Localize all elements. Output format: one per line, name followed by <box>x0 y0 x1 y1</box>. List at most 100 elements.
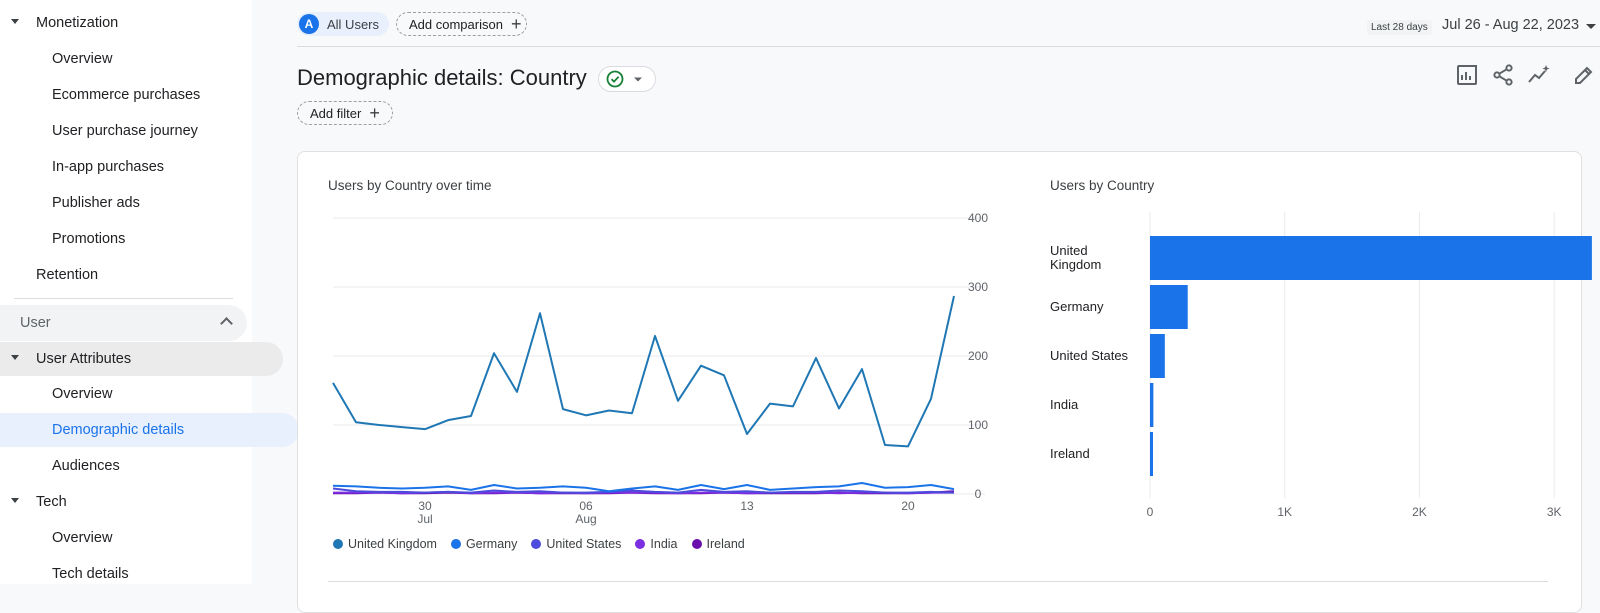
y-tick-label: 0 <box>975 487 982 501</box>
bar-germany <box>1150 285 1188 329</box>
nav-label: Overview <box>52 530 113 546</box>
legend-item[interactable]: United Kingdom <box>333 537 437 551</box>
nav-label: Ecommerce purchases <box>52 87 201 103</box>
nav-user-overview[interactable]: Overview <box>0 377 112 411</box>
check-circle-icon <box>606 70 642 88</box>
category-label: United States <box>1050 348 1129 363</box>
date-range-selector[interactable]: Jul 26 - Aug 22, 2023 <box>1442 17 1580 33</box>
category-label: Ireland <box>1050 446 1090 461</box>
nav-section-user[interactable]: User <box>0 305 247 341</box>
nav-label: Tech <box>36 494 67 510</box>
category-label: Kingdom <box>1050 257 1101 272</box>
insights-icon[interactable] <box>1527 63 1551 87</box>
y-tick-label: 300 <box>968 280 988 294</box>
nav-label: User purchase journey <box>52 123 198 139</box>
nav-ecommerce-purchases[interactable]: Ecommerce purchases <box>0 78 200 112</box>
legend-swatch <box>450 539 461 549</box>
series-line-united-kingdom <box>332 295 955 448</box>
add-filter-button[interactable]: Add filter + <box>297 101 393 125</box>
segment-avatar: A <box>299 14 319 34</box>
legend-swatch <box>531 539 542 549</box>
legend-label: India <box>650 537 678 551</box>
bar-india <box>1150 383 1154 427</box>
card-divider <box>328 581 1548 582</box>
nav-monetization[interactable]: Monetization <box>0 6 118 40</box>
report-status-button[interactable] <box>598 66 656 92</box>
x-tick-label: 20 <box>901 499 915 513</box>
segment-label: All Users <box>327 16 380 32</box>
category-label: United <box>1050 243 1088 258</box>
add-comparison-label: Add comparison <box>409 16 503 32</box>
category-label: Germany <box>1050 299 1104 314</box>
nav-in-app-purchases[interactable]: In-app purchases <box>0 150 164 184</box>
legend-item[interactable]: Germany <box>450 537 517 551</box>
header-divider <box>297 46 1600 47</box>
x-tick-label: 13 <box>740 499 754 513</box>
nav-demographic-details[interactable]: Demographic details <box>0 413 299 447</box>
bar-united-states <box>1150 334 1165 378</box>
page-title: Demographic details: Country <box>297 65 587 90</box>
nav-label: Promotions <box>52 231 126 247</box>
share-icon[interactable] <box>1491 63 1515 87</box>
left-sidebar: Monetization Overview Ecommerce purchase… <box>0 0 299 584</box>
nav-retention[interactable]: Retention <box>0 258 98 292</box>
x-tick-label: Aug <box>575 512 596 526</box>
edit-icon[interactable] <box>1572 63 1596 87</box>
nav-label: Retention <box>36 267 99 283</box>
series-line-germany <box>332 481 955 493</box>
nav-label: In-app purchases <box>52 159 165 175</box>
nav-label: Publisher ads <box>52 195 140 211</box>
x-tick-label: 1K <box>1277 505 1292 519</box>
legend-label: United Kingdom <box>348 537 437 551</box>
series-line-united-states <box>332 487 955 494</box>
x-tick-label: 2K <box>1412 505 1427 519</box>
nav-user-attributes[interactable]: User Attributes <box>0 342 283 376</box>
x-tick-label: 3K <box>1547 505 1562 519</box>
plus-icon: + <box>369 103 380 123</box>
nav-label: Demographic details <box>52 422 185 438</box>
nav-label: User Attributes <box>36 351 132 367</box>
nav-label: Overview <box>52 386 113 402</box>
x-tick-label: 06 <box>579 499 593 513</box>
bar-united-kingdom <box>1150 236 1592 280</box>
nav-label: Audiences <box>52 458 120 474</box>
nav-tech-details[interactable]: Tech details <box>0 557 129 591</box>
nav-label: Monetization <box>36 15 119 31</box>
plus-icon: + <box>510 14 522 34</box>
x-tick-label: 0 <box>1147 505 1154 519</box>
expand-caret-icon <box>11 19 19 24</box>
legend-label: Ireland <box>706 537 745 551</box>
nav-audiences[interactable]: Audiences <box>0 449 120 483</box>
nav-promotions[interactable]: Promotions <box>0 222 125 256</box>
date-dropdown-icon[interactable] <box>1586 24 1596 29</box>
category-label: India <box>1050 397 1079 412</box>
segment-chip-all-users[interactable]: A All Users <box>297 12 389 36</box>
legend-item[interactable]: Ireland <box>691 537 745 551</box>
y-tick-label: 200 <box>968 349 988 363</box>
bar-chart-title: Users by Country <box>1050 178 1155 193</box>
nav-tech-overview[interactable]: Overview <box>0 521 112 555</box>
legend-swatch <box>691 539 702 549</box>
y-tick-label: 100 <box>968 418 988 432</box>
legend-swatch <box>333 539 343 549</box>
date-range-badge: Last 28 days <box>1367 20 1432 35</box>
line-chart-title: Users by Country over time <box>328 178 492 193</box>
add-comparison-button[interactable]: Add comparison + <box>396 12 527 36</box>
legend-label: United States <box>546 537 622 551</box>
x-tick-label: 30 <box>418 499 432 513</box>
expand-caret-icon <box>11 498 19 503</box>
nav-tech[interactable]: Tech <box>0 485 67 519</box>
y-tick-label: 400 <box>968 211 988 225</box>
sidebar-divider <box>14 298 233 299</box>
customize-report-icon[interactable] <box>1455 63 1479 87</box>
legend-item[interactable]: India <box>635 537 678 551</box>
nav-monetization-overview[interactable]: Overview <box>0 42 112 76</box>
add-filter-label: Add filter <box>310 105 362 121</box>
nav-user-purchase-journey[interactable]: User purchase journey <box>0 114 198 148</box>
x-tick-label: Jul <box>417 512 432 526</box>
legend-item[interactable]: United States <box>531 537 621 551</box>
nav-publisher-ads[interactable]: Publisher ads <box>0 186 140 220</box>
expand-caret-icon <box>11 355 19 360</box>
nav-label: Tech details <box>52 566 129 582</box>
